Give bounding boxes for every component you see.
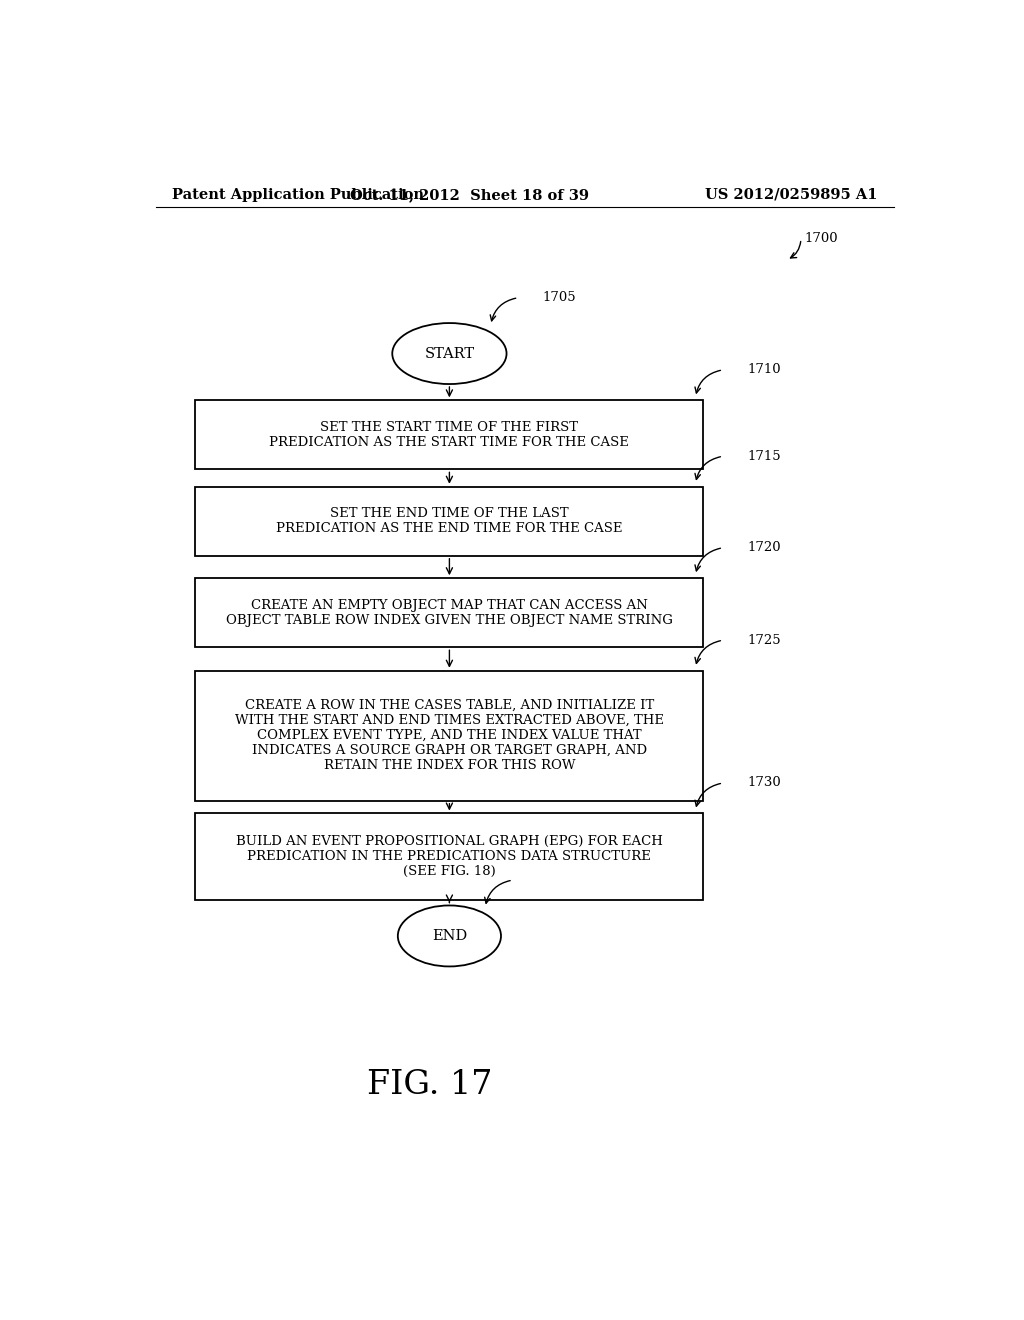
Text: Oct. 11, 2012  Sheet 18 of 39: Oct. 11, 2012 Sheet 18 of 39 <box>350 187 589 202</box>
Text: 1725: 1725 <box>748 634 780 647</box>
Text: US 2012/0259895 A1: US 2012/0259895 A1 <box>706 187 878 202</box>
FancyBboxPatch shape <box>196 578 703 647</box>
Text: 1700: 1700 <box>804 232 838 246</box>
FancyBboxPatch shape <box>196 671 703 801</box>
Text: 1735: 1735 <box>537 874 570 887</box>
Text: 1710: 1710 <box>748 363 780 376</box>
Text: SET THE END TIME OF THE LAST
PREDICATION AS THE END TIME FOR THE CASE: SET THE END TIME OF THE LAST PREDICATION… <box>276 507 623 535</box>
Text: SET THE START TIME OF THE FIRST
PREDICATION AS THE START TIME FOR THE CASE: SET THE START TIME OF THE FIRST PREDICAT… <box>269 421 630 449</box>
Text: 1720: 1720 <box>748 541 780 554</box>
FancyBboxPatch shape <box>196 400 703 470</box>
Text: BUILD AN EVENT PROPOSITIONAL GRAPH (EPG) FOR EACH
PREDICATION IN THE PREDICATION: BUILD AN EVENT PROPOSITIONAL GRAPH (EPG)… <box>236 836 663 878</box>
Text: CREATE AN EMPTY OBJECT MAP THAT CAN ACCESS AN
OBJECT TABLE ROW INDEX GIVEN THE O: CREATE AN EMPTY OBJECT MAP THAT CAN ACCE… <box>226 599 673 627</box>
Text: CREATE A ROW IN THE CASES TABLE, AND INITIALIZE IT
WITH THE START AND END TIMES : CREATE A ROW IN THE CASES TABLE, AND INI… <box>234 700 664 772</box>
Text: 1730: 1730 <box>748 776 780 789</box>
Text: 1715: 1715 <box>748 450 780 463</box>
Ellipse shape <box>397 906 501 966</box>
Text: END: END <box>432 929 467 942</box>
FancyBboxPatch shape <box>196 487 703 556</box>
Text: START: START <box>424 347 474 360</box>
Ellipse shape <box>392 323 507 384</box>
Text: 1705: 1705 <box>543 292 575 304</box>
FancyBboxPatch shape <box>196 813 703 900</box>
Text: Patent Application Publication: Patent Application Publication <box>172 187 424 202</box>
Text: FIG. 17: FIG. 17 <box>367 1069 493 1101</box>
